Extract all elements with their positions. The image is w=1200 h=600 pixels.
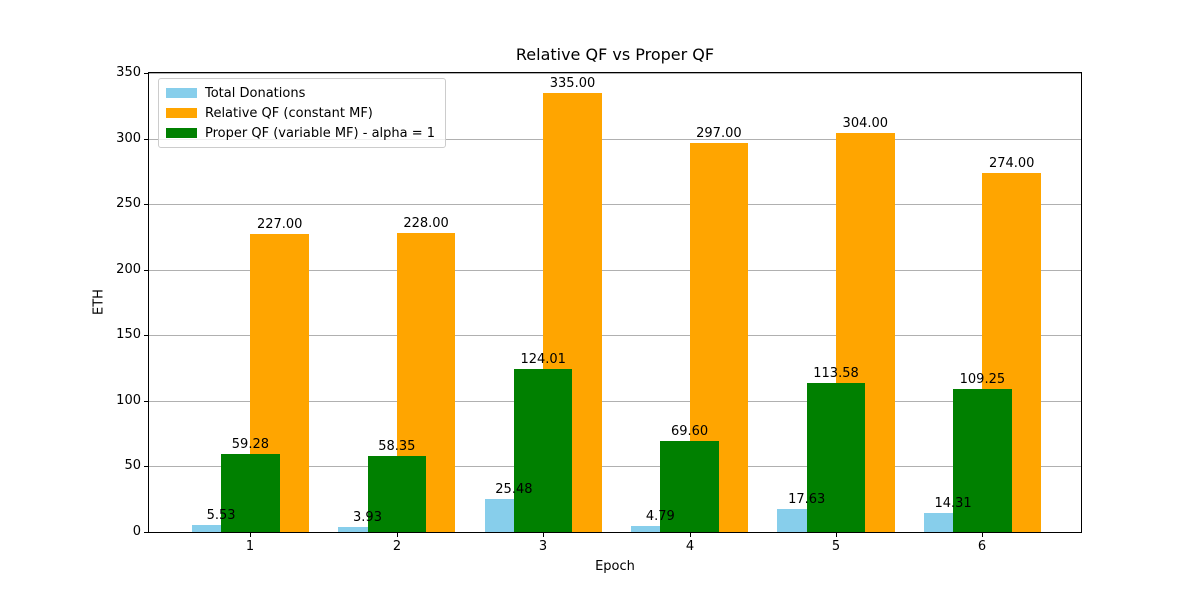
bar-proper-qf-variable-mf-alpha-1 bbox=[513, 369, 573, 532]
x-tick-mark bbox=[250, 533, 251, 537]
legend-item: Relative QF (constant MF) bbox=[166, 103, 435, 123]
bar-value-label: 5.53 bbox=[206, 507, 236, 523]
bar-value-label: 227.00 bbox=[256, 217, 303, 233]
y-tick-label: 150 bbox=[116, 327, 141, 342]
y-tick-mark bbox=[144, 139, 148, 140]
legend-swatch bbox=[166, 108, 197, 118]
y-tick-label: 350 bbox=[116, 65, 141, 80]
legend-item: Proper QF (variable MF) - alpha = 1 bbox=[166, 123, 435, 143]
legend-item-label: Total Donations bbox=[205, 85, 306, 101]
y-tick-mark bbox=[144, 466, 148, 467]
x-tick-label: 3 bbox=[538, 539, 548, 554]
gridline bbox=[149, 401, 1081, 402]
x-tick-label: 6 bbox=[977, 539, 987, 554]
bar-value-label: 25.48 bbox=[495, 481, 533, 497]
y-tick-mark bbox=[144, 204, 148, 205]
bar-value-label: 124.01 bbox=[520, 352, 566, 368]
y-tick-mark bbox=[144, 270, 148, 271]
bar-value-label: 297.00 bbox=[696, 125, 742, 141]
bar-value-label: 228.00 bbox=[403, 216, 449, 231]
x-tick-mark bbox=[836, 533, 837, 537]
gridline bbox=[149, 270, 1081, 271]
bar-value-label: 69.60 bbox=[670, 423, 709, 439]
bar-value-label: 274.00 bbox=[988, 155, 1035, 171]
bar-value-label: 335.00 bbox=[549, 75, 596, 91]
y-tick-mark bbox=[144, 335, 148, 336]
legend-swatch bbox=[166, 88, 197, 98]
y-tick-label: 200 bbox=[116, 262, 141, 277]
bar-proper-qf-variable-mf-alpha-1 bbox=[221, 454, 280, 532]
bar-value-label: 304.00 bbox=[842, 116, 889, 132]
x-tick-mark bbox=[982, 533, 983, 537]
bar-value-label: 109.25 bbox=[959, 371, 1006, 387]
y-tick-label: 100 bbox=[116, 393, 141, 408]
legend-item: Total Donations bbox=[166, 83, 435, 103]
gridline bbox=[149, 335, 1081, 336]
plot-area: 5.53 3.93 25.48 4.79 17.63 14.31 227.00 228.00 3… bbox=[148, 72, 1082, 533]
y-tick-mark bbox=[144, 401, 148, 402]
bar-proper-qf-variable-mf-alpha-1 bbox=[953, 388, 1012, 532]
legend: Total Donations Relative QF (constant MF)… bbox=[158, 78, 447, 148]
bar-proper-qf-variable-mf-alpha-1 bbox=[367, 455, 427, 532]
x-tick-mark bbox=[690, 533, 691, 537]
legend-item-label: Relative QF (constant MF) bbox=[205, 105, 373, 121]
gridline bbox=[149, 466, 1081, 467]
bar-value-label: 3.93 bbox=[353, 509, 382, 525]
gridline bbox=[149, 139, 1081, 140]
gridline bbox=[149, 204, 1081, 205]
plot-canvas: 5.53 3.93 25.48 4.79 17.63 14.31 227.00 228.00 3… bbox=[149, 73, 1081, 532]
x-tick-label: 2 bbox=[392, 539, 402, 554]
bar-value-label: 4.79 bbox=[645, 508, 675, 524]
bar-value-label: 14.31 bbox=[934, 496, 972, 512]
y-tick-label: 50 bbox=[124, 458, 141, 473]
y-tick-label: 250 bbox=[116, 196, 141, 211]
bar-total-donations bbox=[338, 526, 397, 532]
legend-item-label: Proper QF (variable MF) - alpha = 1 bbox=[205, 125, 436, 141]
x-tick-label: 5 bbox=[831, 539, 841, 554]
y-tick-mark bbox=[144, 532, 148, 533]
chart-title: Relative QF vs Proper QF bbox=[515, 45, 715, 64]
x-tick-label: 1 bbox=[245, 539, 255, 554]
bar-value-label: 59.28 bbox=[231, 437, 269, 453]
y-tick-label: 300 bbox=[116, 131, 141, 146]
x-tick-mark bbox=[543, 533, 544, 537]
legend-swatch bbox=[166, 128, 197, 138]
x-tick-mark bbox=[397, 533, 398, 537]
x-tick-label: 4 bbox=[685, 539, 695, 554]
y-tick-label: 0 bbox=[132, 524, 141, 539]
y-tick-mark bbox=[144, 73, 148, 74]
bar-value-label: 58.35 bbox=[378, 438, 416, 454]
bar-value-label: 17.63 bbox=[788, 491, 826, 507]
bar-proper-qf-variable-mf-alpha-1 bbox=[806, 383, 866, 532]
gridline bbox=[149, 73, 1081, 74]
y-axis-label: ETH bbox=[91, 289, 107, 315]
bar-proper-qf-variable-mf-alpha-1 bbox=[660, 440, 719, 532]
x-axis-label: Epoch bbox=[595, 559, 635, 574]
bar-value-label: 113.58 bbox=[813, 366, 859, 381]
